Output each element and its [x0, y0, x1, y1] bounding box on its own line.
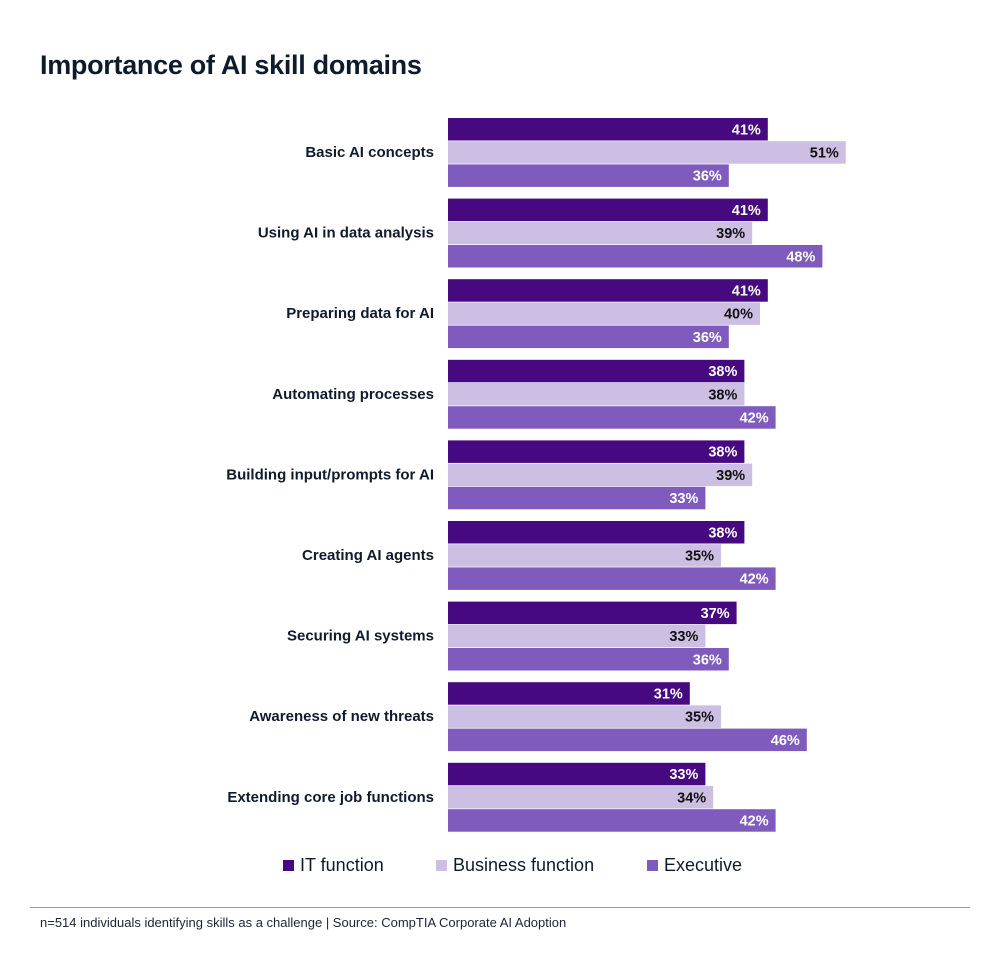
bar-executive	[448, 245, 823, 268]
legend-swatch-it	[283, 860, 294, 871]
bar-business-function	[448, 463, 753, 487]
bar-executive	[448, 648, 729, 671]
bar-it-function	[448, 198, 768, 222]
data-label-executive: 48%	[786, 249, 815, 265]
data-label-business-function: 35%	[685, 548, 714, 564]
legend-swatch-executive	[647, 860, 658, 871]
bar-executive	[448, 325, 729, 349]
data-label-business-function: 39%	[716, 226, 745, 242]
data-label-business-function: 33%	[669, 629, 698, 645]
data-label-it-function: 38%	[708, 445, 737, 461]
chart-title: Importance of AI skill domains	[40, 50, 422, 80]
legend-label-business: Business function	[453, 855, 595, 875]
bar-business-function	[448, 544, 721, 567]
footnote: n=514 individuals identifying skills as …	[40, 915, 567, 930]
legend-item-business: Business function	[436, 855, 594, 876]
bar-it-function	[448, 521, 745, 544]
bar-it-function	[448, 762, 706, 786]
bar-business-function	[448, 302, 760, 325]
data-label-it-function: 38%	[708, 525, 737, 541]
bar-executive	[448, 164, 729, 187]
category-label: Awareness of new threats	[249, 708, 434, 725]
legend-item-it: IT function	[283, 855, 384, 876]
legend-label-executive: Executive	[664, 855, 743, 875]
data-label-it-function: 41%	[732, 122, 761, 138]
legend-item-executive: Executive	[647, 855, 742, 876]
category-label: Extending core job functions	[227, 789, 434, 806]
data-label-it-function: 37%	[701, 606, 730, 622]
bar-it-function	[448, 359, 745, 383]
data-label-executive: 42%	[740, 813, 769, 829]
bar-business-function	[448, 705, 721, 728]
category-label: Preparing data for AI	[286, 305, 434, 322]
data-label-business-function: 51%	[810, 145, 839, 161]
bar-business-function	[448, 383, 745, 406]
data-label-business-function: 38%	[708, 387, 737, 403]
data-label-executive: 46%	[771, 733, 800, 749]
footer-divider	[30, 907, 970, 908]
bar-group-building-input-prompts-for-ai: Building input/prompts for AI 38% 39% 33%	[226, 440, 753, 510]
data-label-it-function: 38%	[708, 364, 737, 380]
bar-business-function	[448, 624, 706, 648]
bar-chart: Basic AI concepts 41% 51% 36% Using AI in da…	[226, 118, 846, 832]
data-label-it-function: 31%	[654, 686, 683, 702]
data-label-business-function: 39%	[716, 468, 745, 484]
data-label-executive: 36%	[693, 169, 722, 185]
category-label: Securing AI systems	[287, 628, 434, 645]
category-label: Automating processes	[272, 386, 434, 403]
bar-group-extending-core-job-functions: Extending core job functions 33% 34% 42%	[227, 762, 776, 832]
bar-group-basic-ai-concepts: Basic AI concepts 41% 51% 36%	[305, 118, 846, 187]
bar-executive	[448, 567, 776, 590]
bar-it-function	[448, 440, 745, 463]
bar-it-function	[448, 279, 768, 302]
bar-group-preparing-data-for-ai: Preparing data for AI 41% 40%36%	[286, 279, 768, 349]
bar-group-using-ai-in-data-analysis: Using AI in data analysis 41% 39% 48%	[258, 198, 823, 268]
bar-group-securing-ai-systems: Securing AI systems 37%33% 36%	[287, 601, 737, 671]
bar-it-function	[448, 682, 690, 705]
category-label: Creating AI agents	[302, 547, 434, 564]
category-label: Basic AI concepts	[305, 144, 434, 161]
legend-label-it: IT function	[300, 855, 384, 875]
data-label-it-function: 33%	[669, 767, 698, 783]
bar-business-function	[448, 221, 753, 245]
data-label-it-function: 41%	[732, 283, 761, 299]
bar-executive	[448, 809, 776, 832]
data-label-executive: 36%	[693, 652, 722, 668]
data-label-it-function: 41%	[732, 203, 761, 219]
legend: IT function Business function Executive	[0, 855, 1000, 879]
data-label-executive: 36%	[693, 330, 722, 346]
data-label-executive: 42%	[740, 572, 769, 588]
legend-swatch-business	[436, 860, 447, 871]
bar-executive	[448, 728, 807, 752]
bar-group-creating-ai-agents: Creating AI agents 38% 35% 42%	[302, 521, 776, 590]
bar-business-function	[448, 141, 846, 164]
bar-executive	[448, 486, 706, 510]
bar-business-function	[448, 786, 714, 809]
data-label-business-function: 35%	[685, 710, 714, 726]
data-label-executive: 33%	[669, 491, 698, 507]
category-label: Using AI in data analysis	[258, 225, 434, 242]
category-label: Building input/prompts for AI	[226, 466, 434, 483]
bar-executive	[448, 406, 776, 429]
data-label-business-function: 40%	[724, 307, 753, 323]
bar-it-function	[448, 118, 768, 141]
bar-group-awareness-of-new-threats: Awareness of new threats 31%35% 46%	[249, 682, 807, 752]
data-label-executive: 42%	[740, 410, 769, 426]
bar-it-function	[448, 601, 737, 625]
data-label-business-function: 34%	[677, 790, 706, 806]
